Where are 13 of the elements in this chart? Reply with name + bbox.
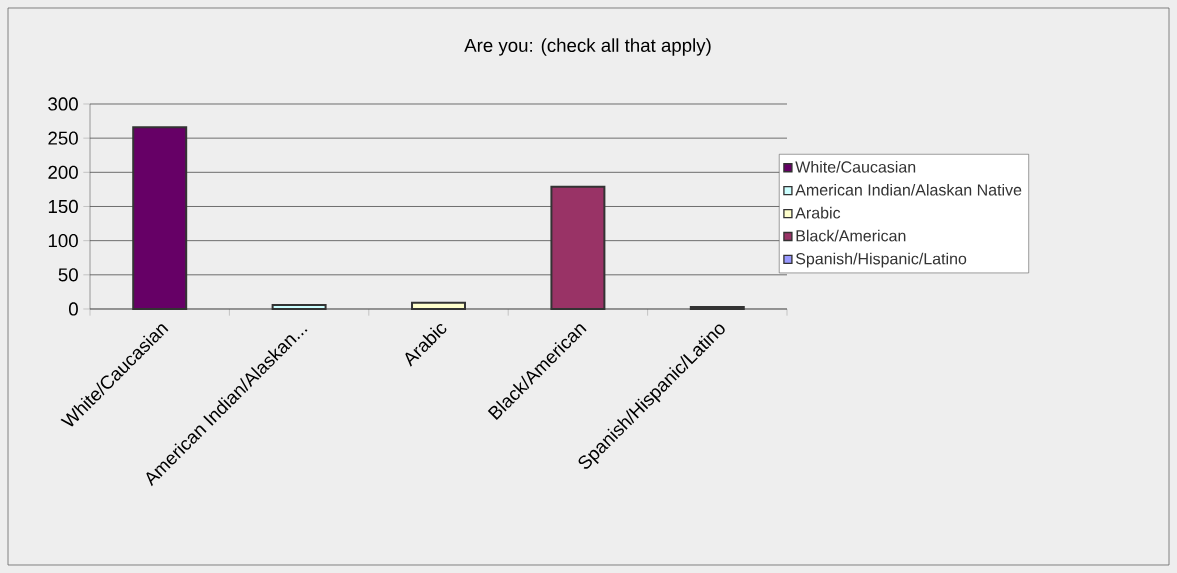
legend-label: American Indian/Alaskan Native — [795, 183, 1022, 196]
y-tick-label: 250 — [48, 131, 78, 145]
legend-label: Black/American — [796, 229, 906, 242]
legend-label: Spanish/Hispanic/Latino — [795, 252, 967, 268]
legend-label: White/Caucasian — [795, 160, 916, 173]
legend-label: Arabic — [795, 206, 841, 219]
y-tick-label: 100 — [48, 234, 78, 248]
chart-title: Are you: (check all that apply) — [464, 38, 711, 56]
y-tick-label: 300 — [48, 97, 78, 111]
y-tick-label: 200 — [48, 165, 78, 179]
y-tick-label: 150 — [48, 199, 78, 214]
y-tick-label: 50 — [58, 268, 78, 282]
y-tick-label: 0 — [68, 302, 78, 316]
